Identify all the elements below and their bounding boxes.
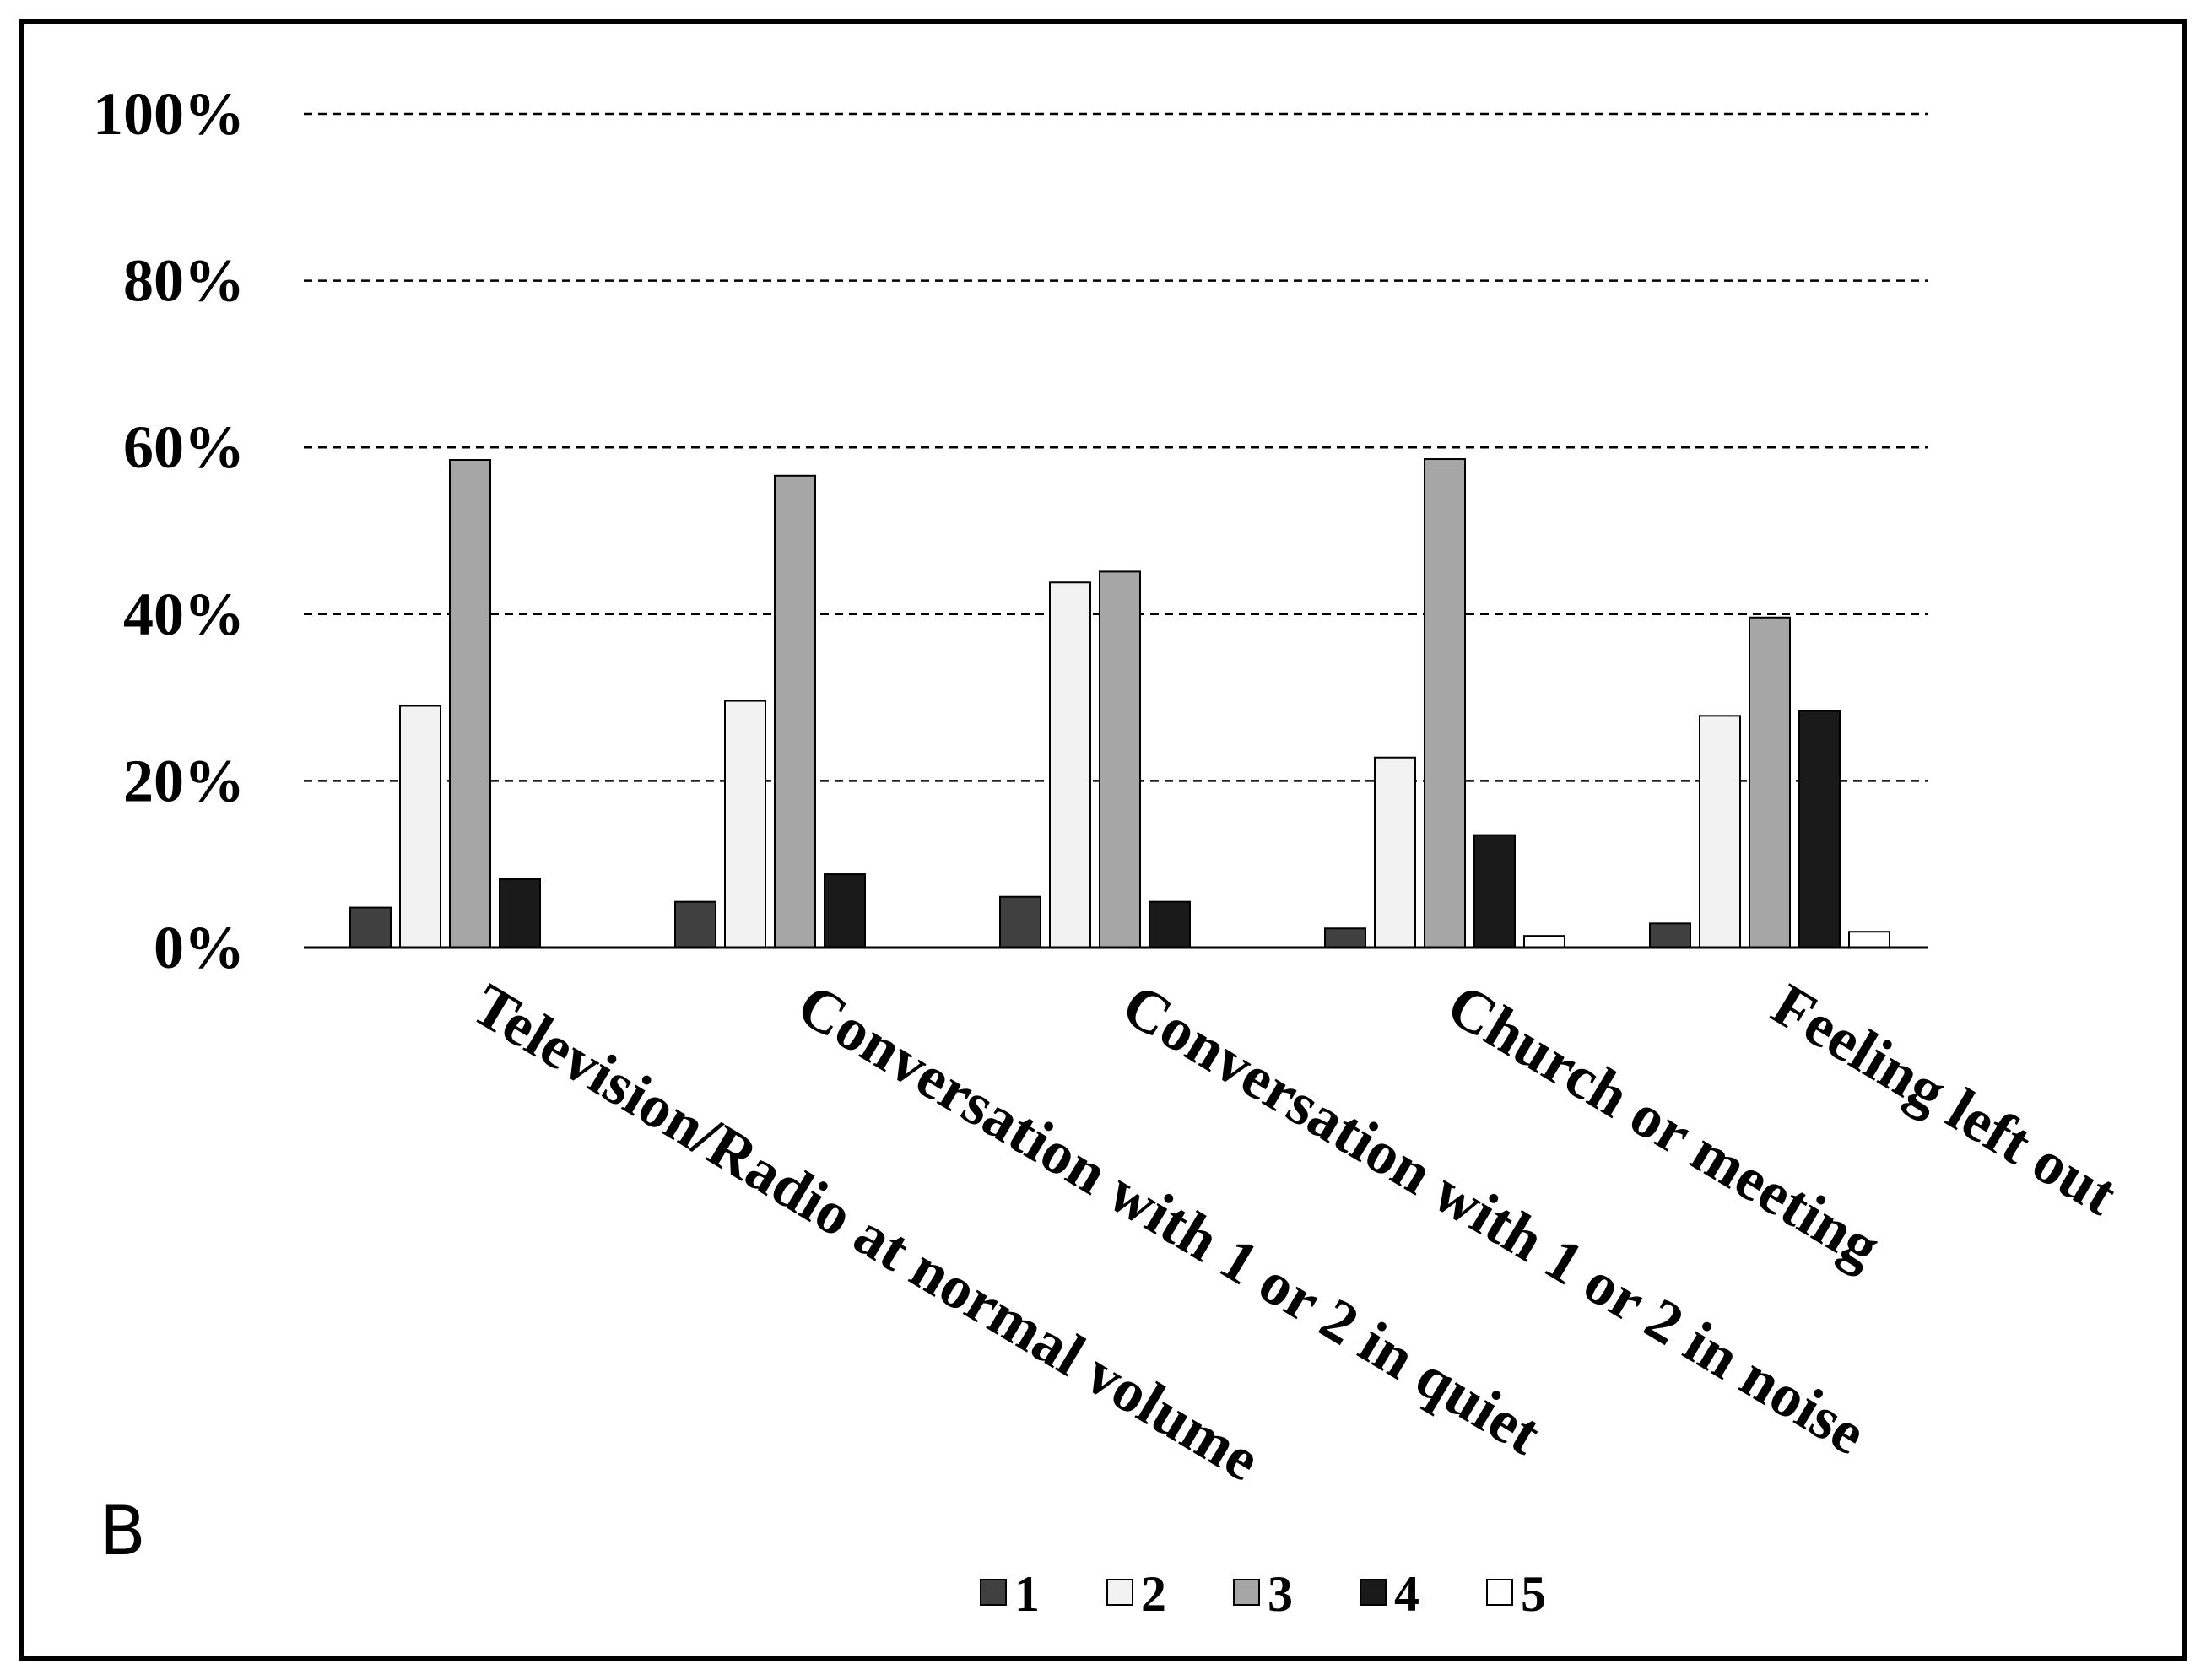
bar [449, 459, 491, 948]
bar [499, 878, 541, 949]
bar [1699, 715, 1741, 948]
bar [774, 474, 816, 948]
bar [1424, 458, 1466, 948]
bar [1649, 922, 1691, 949]
bar [1324, 927, 1366, 948]
bar [824, 873, 866, 949]
legend-label: 3 [1268, 1566, 1293, 1622]
y-tick-label: 0% [154, 914, 245, 981]
legend-label: 2 [1141, 1566, 1166, 1622]
bar [999, 895, 1041, 949]
bars [349, 458, 1890, 949]
bar [399, 705, 441, 948]
bar [1848, 931, 1890, 949]
panel-label: B [100, 1492, 146, 1570]
legend-label: 5 [1521, 1566, 1546, 1622]
legend-swatch [1360, 1579, 1387, 1606]
bar [1749, 616, 1791, 948]
bar [724, 700, 766, 948]
legend: 1 2 3 4 5 [980, 1566, 1546, 1622]
y-tick-label: 20% [123, 747, 245, 814]
legend-label: 1 [1014, 1566, 1040, 1622]
gridlines [304, 112, 1928, 782]
legend-swatch [980, 1579, 1007, 1606]
bar [674, 900, 716, 949]
bar [1523, 935, 1565, 948]
legend-label: 4 [1394, 1566, 1419, 1622]
legend-swatch [1486, 1579, 1513, 1606]
bar [349, 906, 392, 949]
bar [1473, 834, 1516, 948]
y-tick-label: 80% [123, 247, 245, 315]
legend-swatch [1106, 1579, 1133, 1606]
y-axis-tick-labels: 0% 20% 40% 60% 80% 100% [93, 80, 245, 981]
bar [1049, 581, 1091, 948]
y-tick-label: 100% [93, 80, 245, 148]
bar [1099, 570, 1141, 948]
y-tick-label: 40% [123, 581, 245, 648]
legend-swatch [1233, 1579, 1260, 1606]
bar [1374, 756, 1416, 949]
bar [1798, 710, 1841, 949]
bar [1149, 900, 1191, 949]
y-tick-label: 60% [123, 413, 245, 481]
